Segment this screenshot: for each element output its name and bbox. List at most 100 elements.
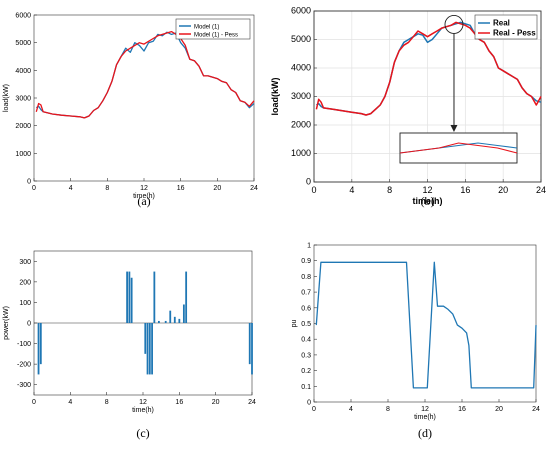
chart-panel-1: 0 4 8 12 16 20 24 0 1000 2000 3000 4000 5000 6000 time… — [270, 6, 546, 209]
x-tick-label: 24 — [250, 185, 258, 192]
bar-9 — [153, 271, 156, 323]
y-tick-label: 0.9 — [301, 258, 311, 265]
x-tick-label: 8 — [105, 185, 109, 192]
y-tick-label: 300 — [19, 259, 31, 266]
y-tick-label: 3000 — [291, 91, 311, 101]
bar-0 — [37, 323, 40, 375]
series-line-0 — [35, 31, 255, 119]
x-tick-label: 4 — [69, 185, 73, 192]
x-tick-label: 24 — [536, 185, 546, 195]
x-tick-label: 24 — [248, 399, 256, 406]
y-tick-label: 6000 — [291, 6, 311, 16]
bar-14 — [178, 318, 181, 323]
bar-7 — [148, 323, 151, 375]
series-line-1 — [35, 30, 255, 119]
y-tick-label: 2000 — [15, 123, 31, 130]
y-axis-label: pu — [291, 320, 298, 328]
bar-15 — [182, 304, 185, 323]
bar-13 — [173, 316, 176, 323]
zoom-inset — [399, 14, 518, 164]
bar-12 — [169, 310, 172, 323]
legend-box — [175, 18, 251, 40]
bar-16 — [185, 271, 188, 323]
panel-caption: (a) — [137, 194, 150, 208]
bar-4 — [130, 277, 133, 323]
x-tick-label: 4 — [349, 185, 354, 195]
bar-18 — [251, 323, 253, 375]
panel-caption: (c) — [136, 426, 149, 440]
y-axis-label: power(kW) — [3, 306, 10, 340]
x-tick-label: 0 — [32, 399, 36, 406]
y-tick-label: 0 — [307, 400, 311, 407]
x-tick-label: 0 — [312, 406, 316, 413]
series-line-0 — [315, 261, 537, 389]
x-tick-label: 8 — [386, 406, 390, 413]
x-tick-label: 20 — [498, 185, 508, 195]
y-tick-label: -300 — [17, 382, 31, 389]
y-tick-label: 0 — [306, 177, 311, 187]
bar-5 — [144, 323, 147, 354]
y-tick-label: 200 — [19, 279, 31, 286]
x-tick-label: 8 — [387, 185, 392, 195]
legend-label-0: Real — [493, 19, 510, 28]
x-tick-label: 0 — [32, 185, 36, 192]
y-tick-label: 0.6 — [301, 305, 311, 312]
x-tick-label: 16 — [177, 185, 185, 192]
series-line-1 — [315, 21, 542, 116]
y-axis-label: load(kW) — [3, 84, 10, 112]
bar-10 — [157, 320, 160, 323]
y-tick-label: 0.1 — [301, 384, 311, 391]
panel-caption: (d) — [418, 426, 432, 440]
y-tick-label: 4000 — [291, 63, 311, 73]
panel-caption: (b) — [421, 194, 435, 208]
y-tick-label: 0.5 — [301, 321, 311, 328]
y-tick-label: 0 — [27, 179, 31, 186]
legend-label-1: Real - Pess — [493, 29, 536, 38]
bar-8 — [151, 323, 153, 375]
y-tick-label: 0.2 — [301, 368, 311, 375]
zoom-arrow-head — [450, 125, 458, 132]
x-tick-label: 24 — [532, 406, 540, 413]
y-tick-label: 1 — [307, 243, 311, 250]
x-tick-label: 8 — [105, 399, 109, 406]
chart-panel-0: 0 4 8 12 16 20 24 0 1000 2000 3000 4000 5000 6000 time… — [3, 13, 258, 209]
legend: Model (1) Model (1) - Pess — [175, 18, 251, 40]
x-tick-label: 4 — [349, 406, 353, 413]
bar-17 — [248, 323, 251, 365]
y-tick-label: -200 — [17, 362, 31, 369]
x-axis-label: time(h) — [132, 407, 154, 414]
legend-label-0: Model (1) — [194, 25, 219, 31]
chart-panel-2: 0 4 8 12 16 20 24 -300 -200 -100 0 100 200 300 time(h)… — [3, 250, 256, 440]
y-tick-label: 0.3 — [301, 352, 311, 359]
y-axis-label: load(kW) — [270, 78, 280, 116]
y-tick-label: 3000 — [15, 96, 31, 103]
y-tick-label: 5000 — [15, 40, 31, 47]
zoom-series-1 — [399, 142, 518, 154]
legend-box — [474, 14, 538, 40]
bar-3 — [128, 271, 131, 323]
y-tick-label: 0.4 — [301, 337, 311, 344]
x-axis-label: time(h) — [133, 193, 155, 200]
x-tick-label: 20 — [213, 185, 221, 192]
bar-11 — [164, 320, 167, 323]
x-tick-label: 4 — [68, 399, 72, 406]
y-tick-label: 0 — [27, 321, 31, 328]
x-tick-label: 12 — [421, 406, 429, 413]
y-tick-label: 1000 — [15, 151, 31, 158]
y-tick-label: 2000 — [291, 120, 311, 130]
x-tick-label: 16 — [458, 406, 466, 413]
bar-1 — [39, 323, 42, 365]
y-tick-label: 4000 — [15, 68, 31, 75]
x-tick-label: 12 — [422, 185, 432, 195]
legend-label-1: Model (1) - Pess — [194, 33, 238, 39]
y-tick-label: -100 — [17, 341, 31, 348]
chart-panel-3: 0 4 8 12 16 20 24 0 0.1 0.2 0.3 0.4 0.5 0.6 0.7 0.8 0.9 1… — [291, 243, 540, 441]
x-tick-label: 16 — [175, 399, 183, 406]
x-tick-label: 20 — [495, 406, 503, 413]
y-tick-label: 1000 — [291, 148, 311, 158]
bar-6 — [146, 323, 149, 375]
x-tick-label: 20 — [212, 399, 220, 406]
plot-frame — [33, 14, 255, 182]
